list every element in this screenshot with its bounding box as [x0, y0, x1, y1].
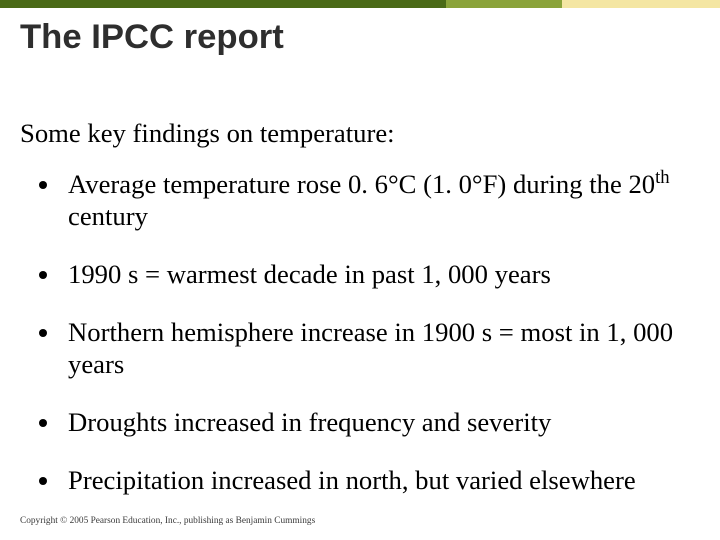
stripe-segment-1 [446, 0, 561, 8]
slide-title: The IPCC report [20, 18, 284, 57]
stripe-segment-2 [562, 0, 720, 8]
bullet-superscript: th [655, 167, 670, 188]
bullet-item: Northern hemisphere increase in 1900 s =… [62, 316, 700, 380]
bullet-text-before: Droughts increased in frequency and seve… [68, 407, 551, 437]
bullet-text-after: century [68, 201, 148, 231]
decorative-top-stripe [0, 0, 720, 8]
bullet-item: Precipitation increased in north, but va… [62, 464, 700, 496]
bullet-text-before: 1990 s = warmest decade in past 1, 000 y… [68, 259, 551, 289]
bullet-item: 1990 s = warmest decade in past 1, 000 y… [62, 258, 700, 290]
bullet-list: Average temperature rose 0. 6°C (1. 0°F)… [62, 168, 700, 522]
stripe-segment-0 [0, 0, 446, 8]
slide: { "stripe": { "segments": [ { "color": "… [0, 0, 720, 540]
bullet-item: Droughts increased in frequency and seve… [62, 406, 700, 438]
bullet-text-before: Average temperature rose 0. 6°C (1. 0°F)… [68, 169, 655, 199]
bullet-item: Average temperature rose 0. 6°C (1. 0°F)… [62, 168, 700, 232]
bullet-text-before: Northern hemisphere increase in 1900 s =… [68, 317, 673, 379]
intro-text: Some key findings on temperature: [20, 118, 700, 149]
copyright-footer: Copyright © 2005 Pearson Education, Inc.… [20, 516, 315, 526]
bullet-text-before: Precipitation increased in north, but va… [68, 465, 636, 495]
